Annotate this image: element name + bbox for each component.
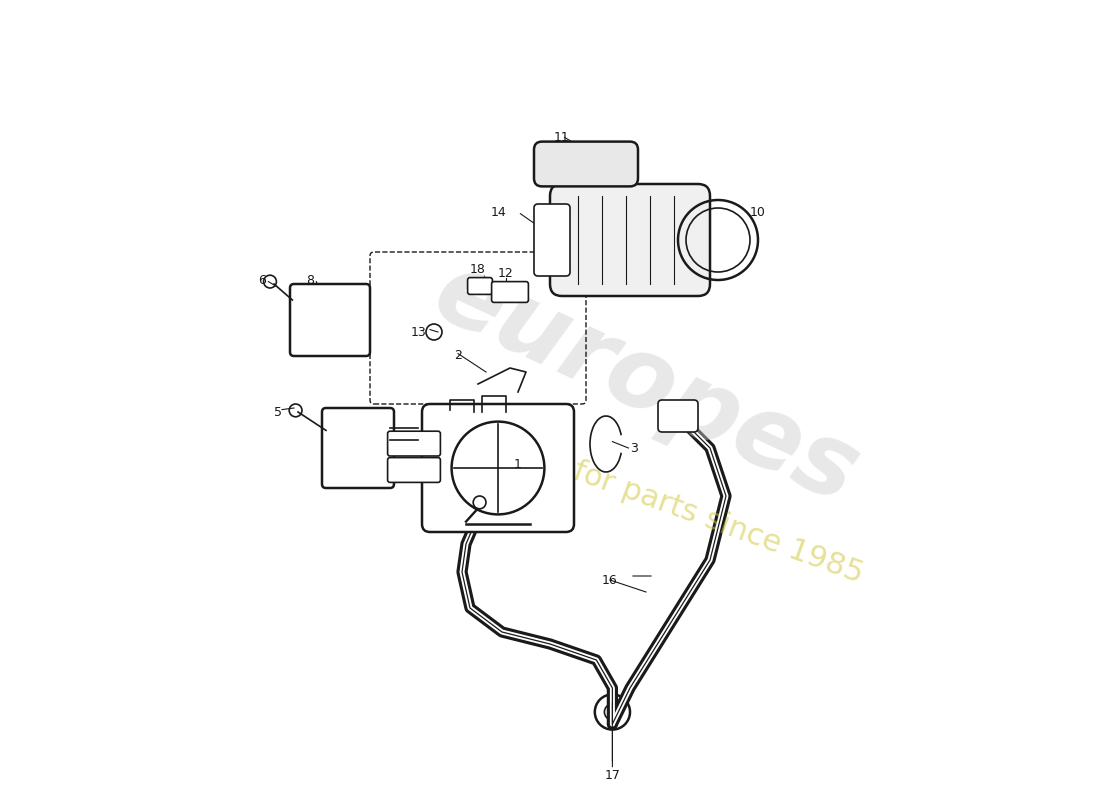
Text: 16: 16 [602,574,618,586]
Text: 7: 7 [362,450,370,462]
Text: a passion for parts since 1985: a passion for parts since 1985 [425,403,868,589]
Text: europes: europes [419,244,873,524]
FancyBboxPatch shape [290,284,370,356]
Text: 6: 6 [258,274,266,286]
Text: 3: 3 [630,442,638,454]
Text: 18: 18 [470,263,486,276]
Text: 13: 13 [410,326,426,338]
Text: 15: 15 [447,522,462,534]
FancyBboxPatch shape [468,278,493,294]
Text: 5: 5 [274,406,282,418]
Text: 1: 1 [514,458,521,470]
Text: 10: 10 [750,206,766,218]
FancyBboxPatch shape [550,184,710,296]
FancyBboxPatch shape [534,142,638,186]
Text: 8: 8 [306,274,313,286]
Text: 2: 2 [454,350,462,362]
Circle shape [473,496,486,509]
Text: 11: 11 [554,131,570,144]
FancyBboxPatch shape [658,400,698,432]
FancyBboxPatch shape [387,431,440,456]
Text: 12: 12 [498,267,514,280]
FancyBboxPatch shape [387,458,440,482]
Text: 14: 14 [491,206,506,218]
Text: 17: 17 [605,770,620,782]
FancyBboxPatch shape [492,282,528,302]
FancyBboxPatch shape [422,404,574,532]
Text: 9: 9 [658,238,666,250]
Text: 4: 4 [403,430,410,442]
FancyBboxPatch shape [534,204,570,276]
FancyBboxPatch shape [322,408,394,488]
